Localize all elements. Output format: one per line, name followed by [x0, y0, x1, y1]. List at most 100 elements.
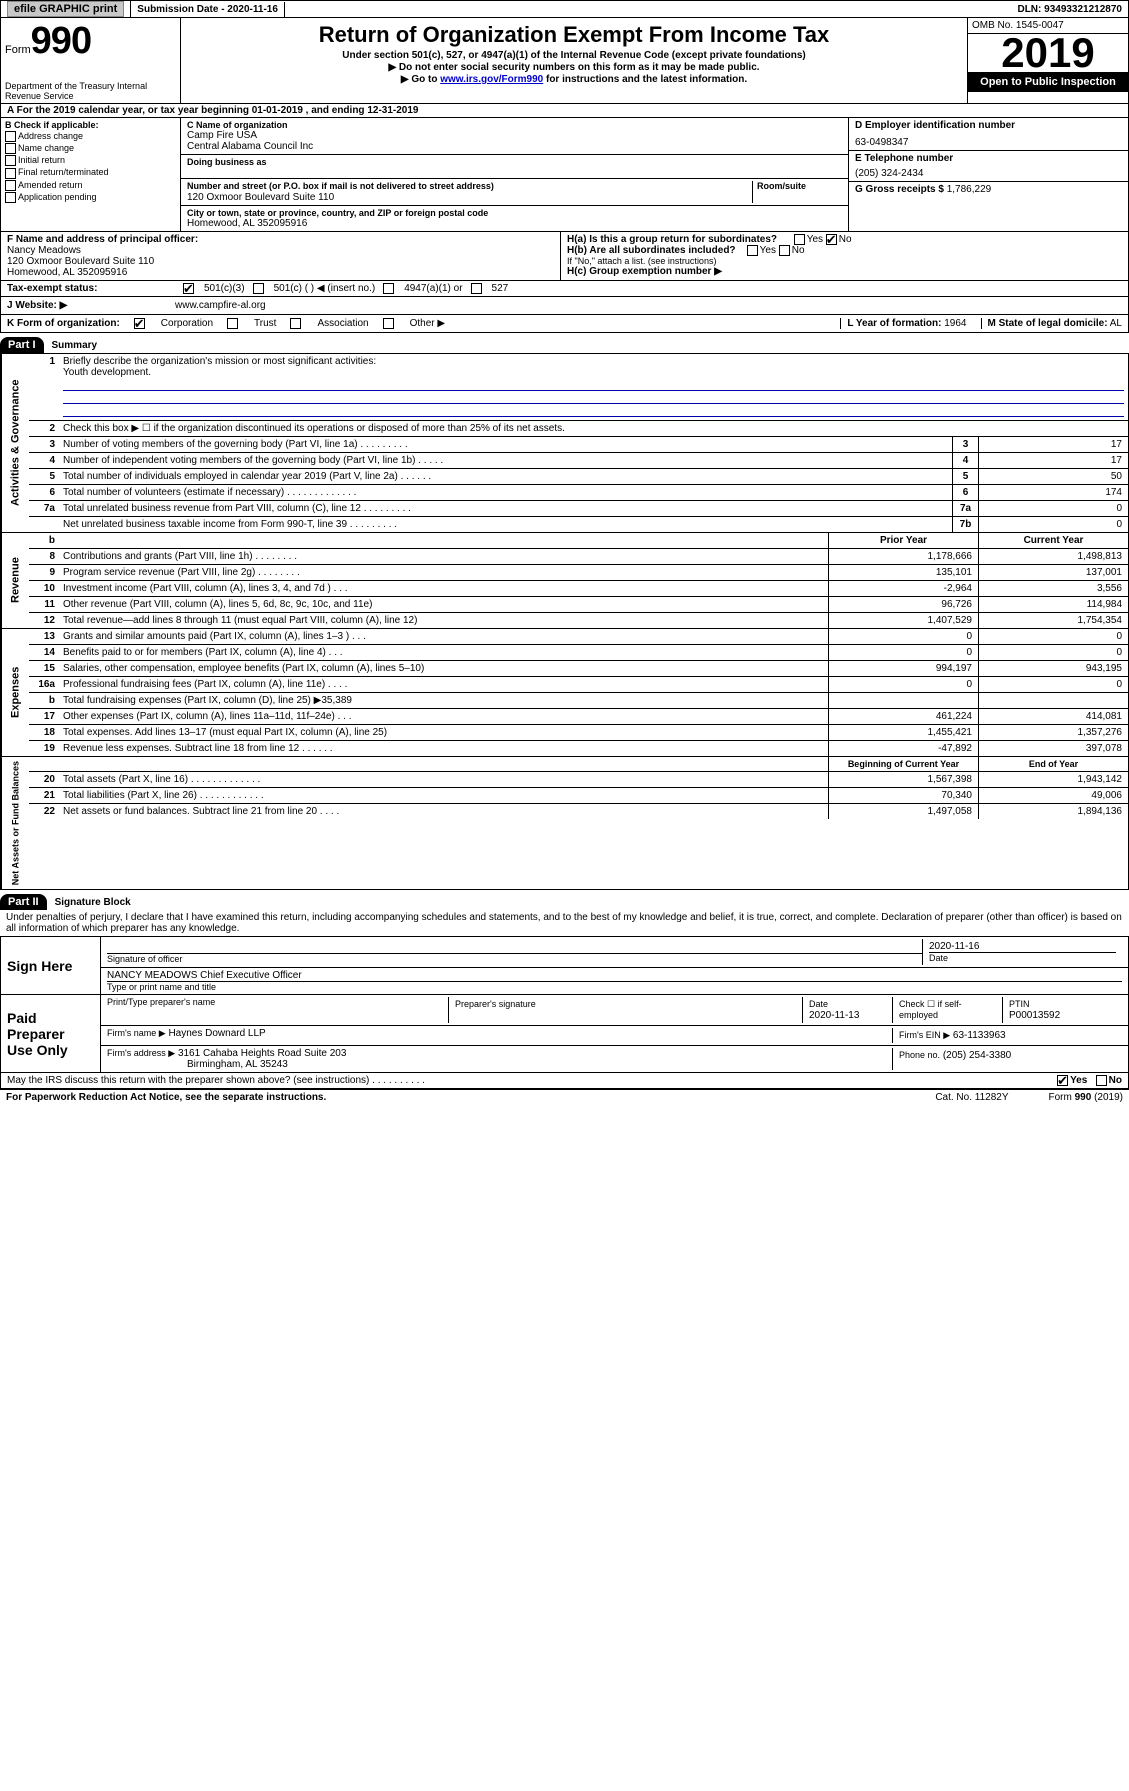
cb-discuss-no[interactable]: [1096, 1075, 1107, 1086]
line-3: 3Number of voting members of the governi…: [29, 437, 1128, 453]
cb-501c3[interactable]: [183, 283, 194, 294]
part-ii-header: Part II: [0, 894, 47, 910]
cb-association[interactable]: [290, 318, 301, 329]
gross-value: 1,786,229: [947, 184, 992, 195]
officer-and-group: F Name and address of principal officer:…: [0, 232, 1129, 281]
line-4: 4Number of independent voting members of…: [29, 453, 1128, 469]
form-title: Return of Organization Exempt From Incom…: [187, 22, 961, 48]
label-org-name: C Name of organization: [187, 120, 842, 130]
h-b: H(b) Are all subordinates included? Yes …: [567, 245, 1122, 256]
line-5: 5Total number of individuals employed in…: [29, 469, 1128, 485]
line-16a: 16aProfessional fundraising fees (Part I…: [29, 677, 1128, 693]
label-ein: D Employer identification number: [855, 120, 1122, 131]
line-20: 20Total assets (Part X, line 16) . . . .…: [29, 772, 1128, 788]
officer-addr: 120 Oxmoor Boulevard Suite 110: [7, 256, 154, 267]
perjury-declaration: Under penalties of perjury, I declare th…: [0, 910, 1129, 937]
q1-answer: Youth development.: [63, 367, 151, 378]
signature-officer-label: Signature of officer: [107, 954, 182, 964]
line-22: 22Net assets or fund balances. Subtract …: [29, 804, 1128, 819]
tax-year: 2019: [968, 34, 1128, 72]
line-12: 12Total revenue—add lines 8 through 11 (…: [29, 613, 1128, 628]
part-i-header: Part I: [0, 337, 44, 353]
org-name-1: Camp Fire USA: [187, 130, 842, 141]
cb-corporation[interactable]: [134, 318, 145, 329]
cb-discuss-yes[interactable]: [1057, 1075, 1068, 1086]
q1-label: Briefly describe the organization's miss…: [63, 356, 376, 367]
submission-date: Submission Date - 2020-11-16: [131, 2, 285, 17]
line-7a: 7aTotal unrelated business revenue from …: [29, 501, 1128, 517]
org-address: 120 Oxmoor Boulevard Suite 110: [187, 192, 334, 203]
signature-section: Sign Here Signature of officer 2020-11-1…: [0, 937, 1129, 1073]
revenue-table: Revenue b Prior Year Current Year 8Contr…: [0, 533, 1129, 629]
line-10: 10Investment income (Part VIII, column (…: [29, 581, 1128, 597]
col-prior-year: Prior Year: [828, 533, 978, 548]
firm-addr1: 3161 Cahaba Heights Road Suite 203: [178, 1048, 346, 1059]
top-bar: efile GRAPHIC print Submission Date - 20…: [0, 0, 1129, 18]
side-netassets: Net Assets or Fund Balances: [1, 757, 29, 889]
sign-here-label: Sign Here: [1, 937, 101, 994]
efile-print-button[interactable]: efile GRAPHIC print: [1, 1, 131, 17]
cb-amended-return[interactable]: Amended return: [5, 180, 176, 191]
cb-527[interactable]: [471, 283, 482, 294]
section-b: B Check if applicable: Address change Na…: [1, 118, 181, 231]
footer: For Paperwork Reduction Act Notice, see …: [0, 1089, 1129, 1105]
cb-501c[interactable]: [253, 283, 264, 294]
part-i-table: Activities & Governance 1 Briefly descri…: [0, 353, 1129, 533]
subtitle-1: Under section 501(c), 527, or 4947(a)(1)…: [187, 50, 961, 61]
officer-name: Nancy Meadows: [7, 245, 81, 256]
form-ref: Form 990 (2019): [1049, 1092, 1123, 1103]
col-end-year: End of Year: [978, 757, 1128, 771]
cb-initial-return[interactable]: Initial return: [5, 155, 176, 166]
h-a: H(a) Is this a group return for subordin…: [567, 234, 1122, 245]
label-officer: F Name and address of principal officer:: [7, 234, 198, 245]
website-row: J Website: ▶ www.campfire-al.org: [0, 297, 1129, 315]
department: Department of the Treasury Internal Reve…: [5, 81, 176, 101]
line-21: 21Total liabilities (Part X, line 26) . …: [29, 788, 1128, 804]
firm-ein: 63-1133963: [953, 1030, 1006, 1041]
subtitle-2: ▶ Do not enter social security numbers o…: [187, 62, 961, 73]
ein-value: 63-0498347: [855, 137, 1122, 148]
row-a-period: A For the 2019 calendar year, or tax yea…: [0, 104, 1129, 118]
firm-name: Haynes Downard LLP: [168, 1028, 265, 1039]
cb-other[interactable]: [383, 318, 394, 329]
h-b-note: If "No," attach a list. (see instruction…: [567, 256, 1122, 266]
sig-date-value: 2020-11-16: [929, 941, 979, 952]
col-current-year: Current Year: [978, 533, 1128, 548]
line-14: 14Benefits paid to or for members (Part …: [29, 645, 1128, 661]
header-details: B Check if applicable: Address change Na…: [0, 118, 1129, 232]
cb-4947[interactable]: [383, 283, 394, 294]
org-city: Homewood, AL 352095916: [187, 218, 842, 229]
officer-city: Homewood, AL 352095916: [7, 267, 127, 278]
cb-application-pending[interactable]: Application pending: [5, 192, 176, 203]
cat-no: Cat. No. 11282Y: [935, 1092, 1008, 1103]
label-city: City or town, state or province, country…: [187, 208, 842, 218]
cb-final-return[interactable]: Final return/terminated: [5, 167, 176, 178]
type-name-label: Type or print name and title: [107, 981, 1122, 992]
line-15: 15Salaries, other compensation, employee…: [29, 661, 1128, 677]
website-value: www.campfire-al.org: [175, 300, 266, 311]
line-8: 8Contributions and grants (Part VIII, li…: [29, 549, 1128, 565]
cb-address-change[interactable]: Address change: [5, 131, 176, 142]
label-room: Room/suite: [757, 181, 806, 191]
line-19: 19Revenue less expenses. Subtract line 1…: [29, 741, 1128, 756]
tax-exempt-row: Tax-exempt status: 501(c)(3) 501(c) ( ) …: [0, 281, 1129, 297]
side-expenses: Expenses: [1, 629, 29, 756]
form-number: Form990: [5, 20, 176, 63]
cb-trust[interactable]: [227, 318, 238, 329]
q2: Check this box ▶ ☐ if the organization d…: [59, 421, 1128, 436]
label-dba: Doing business as: [187, 157, 267, 176]
col-begin-year: Beginning of Current Year: [828, 757, 978, 771]
line-6: 6Total number of volunteers (estimate if…: [29, 485, 1128, 501]
cb-name-change[interactable]: Name change: [5, 143, 176, 154]
side-governance: Activities & Governance: [1, 354, 29, 532]
discuss-row: May the IRS discuss this return with the…: [0, 1073, 1129, 1089]
line-9: 9Program service revenue (Part VIII, lin…: [29, 565, 1128, 581]
org-name-2: Central Alabama Council Inc: [187, 141, 842, 152]
form-header: Form990 Department of the Treasury Inter…: [0, 18, 1129, 104]
line-b: bTotal fundraising expenses (Part IX, co…: [29, 693, 1128, 709]
officer-typed-name: NANCY MEADOWS Chief Executive Officer: [107, 970, 1122, 981]
irs-link[interactable]: www.irs.gov/Form990: [440, 74, 543, 85]
subtitle-3: ▶ Go to www.irs.gov/Form990 for instruct…: [187, 74, 961, 85]
paid-preparer-label: Paid Preparer Use Only: [1, 995, 101, 1072]
date-label: Date: [929, 952, 1116, 963]
